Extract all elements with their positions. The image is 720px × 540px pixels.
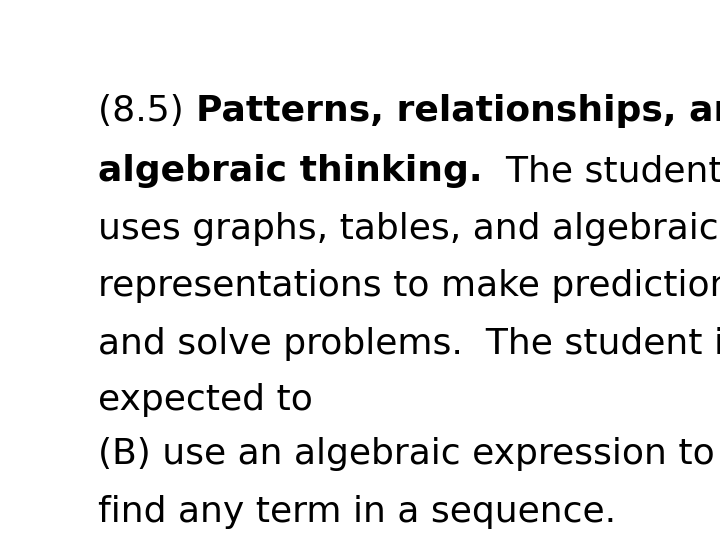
Text: Patterns, relationships, and: Patterns, relationships, and (196, 94, 720, 128)
Text: find any term in a sequence.: find any term in a sequence. (99, 495, 616, 529)
Text: uses graphs, tables, and algebraic: uses graphs, tables, and algebraic (99, 212, 719, 246)
Text: algebraic thinking.: algebraic thinking. (99, 154, 483, 188)
Text: representations to make predictions: representations to make predictions (99, 268, 720, 302)
Text: (B) use an algebraic expression to: (B) use an algebraic expression to (99, 437, 715, 471)
Text: The student: The student (483, 154, 720, 188)
Text: (8.5): (8.5) (99, 94, 196, 128)
Text: and solve problems.  The student is: and solve problems. The student is (99, 327, 720, 361)
Text: expected to: expected to (99, 383, 313, 417)
